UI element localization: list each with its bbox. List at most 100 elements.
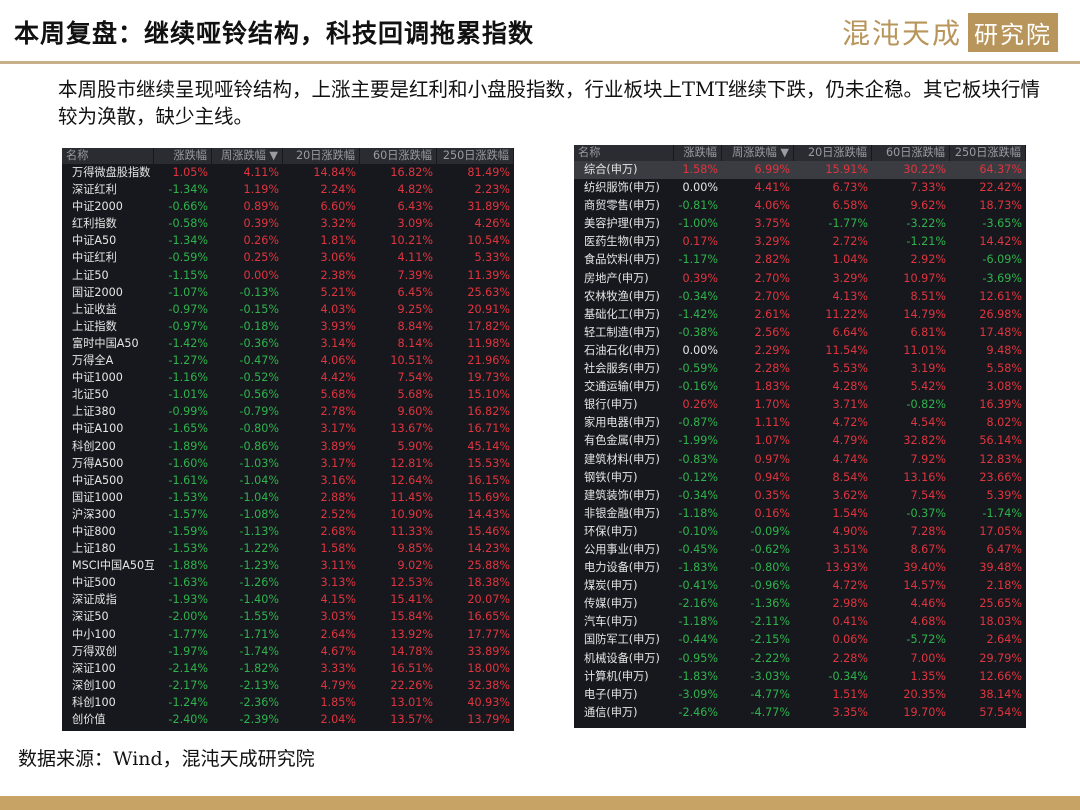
table-row[interactable]: 综合(申万) 1.58% 6.99% 15.91% 30.22% 64.37%	[574, 161, 1026, 180]
table-row[interactable]: 农林牧渔(申万) -0.34% 2.70% 4.13% 8.51% 12.61%	[574, 288, 1026, 306]
table-row[interactable]: 深证100 -2.14% -1.82% 3.33% 16.51% 18.00%	[62, 660, 514, 677]
table-row[interactable]: 中证1000 -1.16% -0.52% 4.42% 7.54% 19.73%	[62, 369, 514, 386]
table-row[interactable]: 传媒(申万) -2.16% -1.36% 2.98% 4.46% 25.65%	[574, 595, 1026, 613]
table-row[interactable]: 富时中国A50 -1.42% -0.36% 3.14% 8.14% 11.98%	[62, 335, 514, 352]
table-row[interactable]: 中证800 -1.59% -1.13% 2.68% 11.33% 15.46%	[62, 523, 514, 540]
column-header[interactable]: 涨跌幅	[674, 145, 722, 161]
table-row[interactable]: 上证180 -1.53% -1.22% 1.58% 9.85% 14.23%	[62, 540, 514, 557]
change-value: 4.46%	[910, 597, 946, 611]
table-row[interactable]: MSCI中国A50互I -1.88% -1.23% 3.11% 9.02% 25.88%	[62, 557, 514, 574]
table-row[interactable]: 中证红利 -0.59% 0.25% 3.06% 4.11% 5.33%	[62, 249, 514, 266]
table-row[interactable]: 钢铁(申万) -0.12% 0.94% 8.54% 13.16% 23.66%	[574, 469, 1026, 487]
column-header[interactable]: 20日涨跌幅	[794, 145, 872, 161]
table-row[interactable]: 上证380 -0.99% -0.79% 2.78% 9.60% 16.82%	[62, 403, 514, 420]
column-header[interactable]: 250日涨跌幅	[950, 145, 1026, 161]
column-header[interactable]: 周涨跌幅 ▼	[722, 145, 794, 161]
table-row[interactable]: 非银金融(申万) -1.18% 0.16% 1.54% -0.37% -1.74%	[574, 505, 1026, 523]
column-header[interactable]: 涨跌幅	[154, 148, 212, 164]
change-value: 3.93%	[320, 319, 356, 333]
row-name: 中证2000	[72, 200, 123, 214]
table-row[interactable]: 万得A500 -1.60% -1.03% 3.17% 12.81% 15.53%	[62, 455, 514, 472]
table-row[interactable]: 深证50 -2.00% -1.55% 3.03% 15.84% 16.65%	[62, 608, 514, 625]
table-row[interactable]: 深证成指 -1.93% -1.40% 4.15% 15.41% 20.07%	[62, 591, 514, 608]
table-row[interactable]: 上证收益 -0.97% -0.15% 4.03% 9.25% 20.91%	[62, 301, 514, 318]
column-header[interactable]: 250日涨跌幅	[437, 148, 514, 164]
table-row[interactable]: 万得微盘股指数 1.05% 4.11% 14.84% 16.82% 81.49%	[62, 164, 514, 181]
change-value: -0.79%	[239, 405, 279, 419]
table-row[interactable]: 电力设备(申万) -1.83% -0.80% 13.93% 39.40% 39.48%	[574, 559, 1026, 577]
column-header[interactable]: 周涨跌幅 ▼	[212, 148, 283, 164]
table-row[interactable]: 基础化工(申万) -1.42% 2.61% 11.22% 14.79% 26.98%	[574, 306, 1026, 324]
table-row[interactable]: 中小100 -1.77% -1.71% 2.64% 13.92% 17.77%	[62, 626, 514, 643]
column-header[interactable]: 20日涨跌幅	[283, 148, 360, 164]
table-row[interactable]: 社会服务(申万) -0.59% 2.28% 5.53% 3.19% 5.58%	[574, 360, 1026, 378]
table-row[interactable]: 商贸零售(申万) -0.81% 4.06% 6.58% 9.62% 18.73%	[574, 197, 1026, 215]
table-row[interactable]: 机械设备(申万) -0.95% -2.22% 2.28% 7.00% 29.79%	[574, 650, 1026, 668]
table-row[interactable]: 中证A100 -1.65% -0.80% 3.17% 13.67% 16.71%	[62, 420, 514, 437]
table-row[interactable]: 科创200 -1.89% -0.86% 3.89% 5.90% 45.14%	[62, 438, 514, 455]
change-value: 40.93%	[467, 695, 510, 709]
table-row[interactable]: 上证50 -1.15% 0.00% 2.38% 7.39% 11.39%	[62, 267, 514, 284]
column-header[interactable]: 名称	[62, 148, 154, 164]
change-value: 6.47%	[986, 542, 1022, 556]
table-row[interactable]: 深创100 -2.17% -2.13% 4.79% 22.26% 32.38%	[62, 677, 514, 694]
change-value: 4.72%	[832, 579, 868, 593]
change-value: 3.09%	[397, 217, 433, 231]
table-row[interactable]: 国证2000 -1.07% -0.13% 5.21% 6.45% 25.63%	[62, 284, 514, 301]
table-row[interactable]: 食品饮料(申万) -1.17% 2.82% 1.04% 2.92% -6.09%	[574, 251, 1026, 269]
table-row[interactable]: 国防军工(申万) -0.44% -2.15% 0.06% -5.72% 2.64%	[574, 631, 1026, 649]
change-value: 19.73%	[467, 371, 510, 385]
table-row[interactable]: 纺织服饰(申万) 0.00% 4.41% 6.73% 7.33% 22.42%	[574, 179, 1026, 197]
table-row[interactable]: 石油石化(申万) 0.00% 2.29% 11.54% 11.01% 9.48%	[574, 342, 1026, 360]
table-row[interactable]: 中证A500 -1.61% -1.04% 3.16% 12.64% 16.15%	[62, 472, 514, 489]
table-row[interactable]: 环保(申万) -0.10% -0.09% 4.90% 7.28% 17.05%	[574, 523, 1026, 541]
change-value: 1.19%	[243, 183, 279, 197]
table-row[interactable]: 房地产(申万) 0.39% 2.70% 3.29% 10.97% -3.69%	[574, 270, 1026, 288]
change-value: -1.42%	[168, 336, 208, 350]
change-value: 9.60%	[397, 405, 433, 419]
table-row[interactable]: 北证50 -1.01% -0.56% 5.68% 5.68% 15.10%	[62, 386, 514, 403]
table-row[interactable]: 公用事业(申万) -0.45% -0.62% 3.51% 8.67% 6.47%	[574, 541, 1026, 559]
change-value: 3.17%	[320, 456, 356, 470]
table-row[interactable]: 上证指数 -0.97% -0.18% 3.93% 8.84% 17.82%	[62, 318, 514, 335]
table-row[interactable]: 家用电器(申万) -0.87% 1.11% 4.72% 4.54% 8.02%	[574, 414, 1026, 432]
row-name: 深证红利	[72, 183, 117, 197]
table-row[interactable]: 创价值 -2.40% -2.39% 2.04% 13.57% 13.79%	[62, 711, 514, 728]
column-header[interactable]: 名称	[574, 145, 674, 161]
table-row[interactable]: 中证A50 -1.34% 0.26% 1.81% 10.21% 10.54%	[62, 232, 514, 249]
table-row[interactable]: 银行(申万) 0.26% 1.70% 3.71% -0.82% 16.39%	[574, 396, 1026, 414]
change-value: 15.69%	[467, 490, 510, 504]
table-row[interactable]: 科创100 -1.24% -2.36% 1.85% 13.01% 40.93%	[62, 694, 514, 711]
change-value: 0.00%	[682, 181, 718, 195]
table-row[interactable]: 建筑材料(申万) -0.83% 0.97% 4.74% 7.92% 12.83%	[574, 451, 1026, 469]
table-row[interactable]: 深证红利 -1.34% 1.19% 2.24% 4.82% 2.23%	[62, 181, 514, 198]
table-row[interactable]: 汽车(申万) -1.18% -2.11% 0.41% 4.68% 18.03%	[574, 613, 1026, 631]
table-row[interactable]: 电子(申万) -3.09% -4.77% 1.51% 20.35% 38.14%	[574, 686, 1026, 704]
table-row[interactable]: 医药生物(申万) 0.17% 3.29% 2.72% -1.21% 14.42%	[574, 233, 1026, 251]
change-value: -2.17%	[168, 678, 208, 692]
column-header[interactable]: 60日涨跌幅	[872, 145, 950, 161]
table-row[interactable]: 建筑装饰(申万) -0.34% 0.35% 3.62% 7.54% 5.39%	[574, 487, 1026, 505]
table-row[interactable]: 计算机(申万) -1.83% -3.03% -0.34% 1.35% 12.66%	[574, 668, 1026, 686]
table-row[interactable]: 轻工制造(申万) -0.38% 2.56% 6.64% 6.81% 17.48%	[574, 324, 1026, 342]
table-row[interactable]: 美容护理(申万) -1.00% 3.75% -1.77% -3.22% -3.65%	[574, 215, 1026, 233]
change-value: -1.34%	[168, 183, 208, 197]
column-header[interactable]: 60日涨跌幅	[360, 148, 437, 164]
table-row[interactable]: 煤炭(申万) -0.41% -0.96% 4.72% 14.57% 2.18%	[574, 577, 1026, 595]
table-row[interactable]: 有色金属(申万) -1.99% 1.07% 4.79% 32.82% 56.14%	[574, 432, 1026, 450]
table-row[interactable]: 中证500 -1.63% -1.26% 3.13% 12.53% 18.38%	[62, 574, 514, 591]
row-name: 中证A50	[72, 234, 117, 248]
table-row[interactable]: 中证2000 -0.66% 0.89% 6.60% 6.43% 31.89%	[62, 198, 514, 215]
row-name: 深创100	[72, 678, 116, 692]
table-row[interactable]: 红利指数 -0.58% 0.39% 3.32% 3.09% 4.26%	[62, 215, 514, 232]
table-row[interactable]: 万得全A -1.27% -0.47% 4.06% 10.51% 21.96%	[62, 352, 514, 369]
change-value: 3.35%	[832, 705, 868, 719]
table-row[interactable]: 沪深300 -1.57% -1.08% 2.52% 10.90% 14.43%	[62, 506, 514, 523]
row-name: 非银金融(申万)	[584, 506, 660, 520]
table-row[interactable]: 万得双创 -1.97% -1.74% 4.67% 14.78% 33.89%	[62, 643, 514, 660]
table-row[interactable]: 通信(申万) -2.46% -4.77% 3.35% 19.70% 57.54%	[574, 704, 1026, 722]
table-row[interactable]: 交通运输(申万) -0.16% 1.83% 4.28% 5.42% 3.08%	[574, 378, 1026, 396]
table-row[interactable]: 国证1000 -1.53% -1.04% 2.88% 11.45% 15.69%	[62, 489, 514, 506]
change-value: 9.25%	[397, 302, 433, 316]
row-name: 医药生物(申万)	[584, 235, 660, 249]
